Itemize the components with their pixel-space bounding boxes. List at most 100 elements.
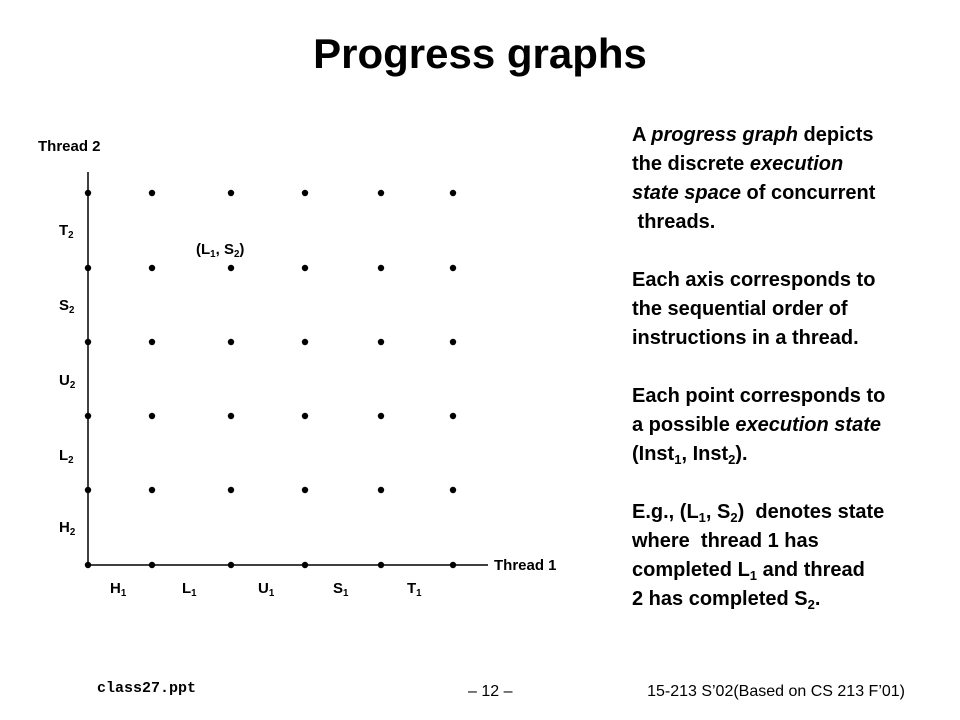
state-dot (148, 561, 156, 569)
text-run: and thread (757, 559, 865, 581)
y-axis-label: Thread 2 (38, 138, 101, 155)
state-dot (449, 412, 457, 420)
footer-course: 15-213 S’02(Based on CS 213 F’01) (647, 683, 905, 700)
text-line: state space of concurrent (632, 179, 885, 208)
tick-name: U (258, 580, 269, 597)
text-run: 1 (749, 567, 758, 583)
state-dot (148, 189, 156, 197)
state-dot (227, 189, 235, 197)
tick-sub: 2 (69, 304, 75, 316)
text-run: Each point corresponds to (632, 385, 886, 407)
text-line: (Inst1, Inst2). (632, 440, 885, 469)
tick-sub: 1 (268, 587, 275, 599)
tick-label: T1 (407, 580, 422, 599)
state-points (84, 189, 457, 569)
state-dot (449, 486, 457, 494)
text-run: ) (239, 241, 245, 258)
paragraph: A progress graph depicts the discrete exe… (632, 121, 885, 237)
state-dot (377, 412, 385, 420)
tick-sub: 1 (120, 587, 127, 599)
state-dot (227, 486, 235, 494)
text-run: the sequential order of (632, 298, 848, 320)
tick-sub: 1 (343, 587, 349, 599)
tick-name: L (182, 580, 192, 597)
text-run: (L (196, 241, 211, 258)
text-run: , S (215, 241, 234, 258)
tick-name: S (59, 297, 70, 314)
text-run: completed L (632, 559, 750, 581)
state-dot (301, 561, 309, 569)
tick-name: U (59, 372, 70, 389)
x-axis-label: Thread 1 (494, 557, 557, 574)
state-dot (227, 338, 235, 346)
state-dot (148, 486, 156, 494)
text-run: (Inst (632, 443, 675, 465)
state-dot (148, 338, 156, 346)
tick-name: H (59, 519, 70, 536)
text-run: 1 (210, 248, 216, 260)
text-run: threads. (632, 211, 716, 233)
text-run: 2 has completed S (632, 588, 808, 610)
footer-file: class27.ppt (97, 680, 197, 697)
text-run: progress graph (651, 124, 798, 146)
text-run: E.g., (L (632, 501, 699, 523)
state-dot (227, 561, 235, 569)
text-run: a possible (632, 414, 736, 436)
text-run: 2 (807, 596, 815, 612)
state-dot (84, 189, 92, 197)
text-run: 1 (698, 509, 706, 525)
tick-label: S1 (333, 580, 349, 599)
text-run: depicts (797, 124, 874, 146)
text-line: where thread 1 has (632, 527, 885, 556)
text-line: the sequential order of (632, 295, 885, 324)
tick-sub: 1 (191, 587, 197, 599)
footer-page: – 12 – (468, 683, 513, 700)
tick-name: T (407, 580, 417, 597)
tick-name: L (59, 447, 69, 464)
text-run: ). (735, 443, 748, 465)
state-dot (227, 412, 235, 420)
state-dot (84, 264, 92, 272)
text-run: of concurrent (740, 182, 876, 204)
text-run: the discrete (632, 153, 750, 175)
body-text: A progress graph depicts the discrete exe… (632, 121, 885, 643)
state-dot (301, 189, 309, 197)
text-line: a possible execution state (632, 411, 885, 440)
tick-label: L1 (182, 580, 197, 599)
state-dot (377, 264, 385, 272)
text-line: A progress graph depicts (632, 121, 885, 150)
text-line: 2 has completed S2. (632, 585, 885, 614)
text-run: ) denotes state (737, 501, 885, 523)
slide-title: Progress graphs (313, 30, 647, 77)
text-run: 2 (233, 248, 240, 260)
text-line: instructions in a thread. (632, 324, 885, 353)
state-dot (301, 338, 309, 346)
text-line: Each point corresponds to (632, 382, 885, 411)
state-dot (449, 561, 457, 569)
state-dot (84, 338, 92, 346)
tick-sub: 1 (416, 587, 422, 599)
tick-sub: 2 (68, 454, 74, 466)
text-run: where thread 1 has (632, 530, 819, 552)
text-run: A (632, 124, 652, 146)
text-run: , S (705, 501, 731, 523)
text-run: execution state (735, 414, 881, 436)
tick-sub: 2 (69, 379, 76, 391)
paragraph: E.g., (L1, S2) denotes state where thread… (632, 498, 885, 614)
tick-name: H (110, 580, 121, 597)
state-dot (377, 561, 385, 569)
tick-label: U2 (59, 372, 76, 391)
state-dot (227, 264, 235, 272)
text-run: execution (749, 153, 844, 175)
tick-label: U1 (258, 580, 275, 599)
text-run: . (814, 588, 821, 610)
text-run: 1 (674, 451, 682, 467)
state-dot (449, 264, 457, 272)
state-dot (301, 264, 309, 272)
tick-sub: 2 (68, 229, 74, 241)
state-dot (301, 486, 309, 494)
state-dot (301, 412, 309, 420)
paragraph: Each axis corresponds to the sequential o… (632, 266, 885, 353)
text-run: instructions in a thread. (632, 327, 859, 349)
